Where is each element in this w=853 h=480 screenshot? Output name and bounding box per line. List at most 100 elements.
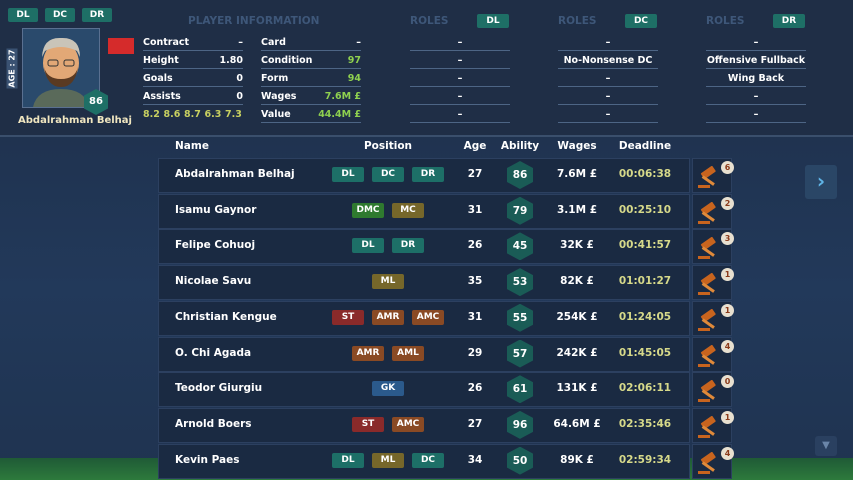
- player-name: Isamu Gaynor: [175, 203, 257, 216]
- role-underline: [410, 50, 510, 51]
- wages: 64.6M £: [553, 417, 601, 430]
- position-tag: DC: [372, 167, 404, 182]
- auction-row[interactable]: [158, 372, 690, 408]
- position-tag: DL: [332, 167, 364, 182]
- stat-label: Condition: [261, 55, 313, 66]
- bid-count: 4: [721, 339, 734, 353]
- age: 27: [467, 417, 483, 430]
- deadline: 00:41:57: [618, 239, 672, 252]
- role-name: –: [457, 73, 463, 84]
- auction-row[interactable]: [158, 407, 690, 443]
- wages: 254K £: [556, 310, 598, 323]
- role-underline: [706, 104, 806, 105]
- stat-label: Form: [261, 73, 289, 84]
- age: 31: [467, 310, 483, 323]
- roles-title: ROLES: [558, 15, 597, 27]
- player-name: Arnold Boers: [175, 417, 252, 430]
- auction-row[interactable]: [158, 336, 690, 372]
- age-label: AGE : 27: [6, 48, 18, 89]
- role-name: Offensive Fullback: [706, 55, 806, 66]
- attribute-value: 8.7: [184, 109, 201, 120]
- stat-underline: [261, 68, 361, 69]
- stat-label: Wages: [261, 91, 297, 102]
- deadline: 01:24:05: [618, 310, 672, 323]
- position-tag: AMR: [352, 345, 384, 361]
- position-tab[interactable]: DR: [82, 8, 112, 22]
- role-name: –: [605, 37, 611, 48]
- roles-position: DC: [625, 14, 657, 28]
- avatar-face: [33, 37, 89, 107]
- position-tag: AMC: [412, 309, 444, 325]
- bid-count: 1: [721, 268, 734, 282]
- stat-value: –: [238, 37, 243, 48]
- role-name: –: [753, 91, 759, 102]
- flag: [108, 38, 134, 54]
- role-underline: [558, 50, 658, 51]
- column-header: Wages: [557, 140, 597, 152]
- stat-underline: [261, 50, 361, 51]
- position-tag: AML: [392, 345, 424, 361]
- role-name: –: [605, 109, 611, 120]
- deadline: 02:35:46: [618, 417, 672, 430]
- position-tag: AMR: [372, 309, 404, 325]
- stat-label: Assists: [143, 91, 181, 102]
- auction-row[interactable]: [158, 265, 690, 301]
- age: 31: [467, 203, 483, 216]
- player-name: Abdalrahman Belhaj: [18, 115, 132, 126]
- roles-position: DL: [477, 14, 509, 28]
- position-tab[interactable]: DC: [45, 8, 75, 22]
- wages: 242K £: [556, 346, 598, 359]
- deadline: 02:06:11: [618, 382, 672, 395]
- wages: 32K £: [560, 239, 594, 252]
- stat-label: Goals: [143, 73, 173, 84]
- wages: 82K £: [560, 275, 594, 288]
- deadline: 01:45:05: [618, 346, 672, 359]
- stat-value: 97: [347, 55, 361, 66]
- roles-title: ROLES: [706, 15, 745, 27]
- avatar: [22, 28, 100, 108]
- deadline: 01:01:27: [618, 275, 672, 288]
- role-name: –: [753, 109, 759, 120]
- column-header: Age: [463, 140, 487, 152]
- column-header: Deadline: [618, 140, 672, 152]
- attribute-value: 6.3: [204, 109, 222, 120]
- roles-title: ROLES: [410, 15, 449, 27]
- next-button[interactable]: ›: [805, 165, 837, 199]
- role-underline: [410, 122, 510, 123]
- role-underline: [410, 68, 510, 69]
- position-tag: DL: [332, 452, 364, 468]
- scroll-down-button[interactable]: ▼: [815, 436, 837, 456]
- column-header: Name: [175, 140, 209, 152]
- position-tag: ML: [372, 274, 404, 290]
- role-name: –: [605, 91, 611, 102]
- section-title: PLAYER INFORMATION: [188, 15, 320, 27]
- stat-value: 0: [236, 91, 243, 102]
- position-tab[interactable]: DL: [8, 8, 38, 22]
- stat-underline: [261, 122, 361, 123]
- age: 35: [467, 275, 483, 288]
- auction-row[interactable]: [158, 229, 690, 265]
- stat-label: Card: [261, 37, 286, 48]
- position-tag: DR: [392, 238, 424, 254]
- role-name: –: [457, 91, 463, 102]
- role-name: –: [457, 109, 463, 120]
- bid-button[interactable]: [692, 229, 732, 265]
- age: 26: [467, 382, 483, 395]
- role-name: Wing Back: [727, 73, 785, 84]
- stat-label: Height: [143, 55, 179, 66]
- player-name: Nicolae Savu: [175, 275, 252, 288]
- wages: 89K £: [560, 453, 594, 466]
- auction-row[interactable]: [158, 193, 690, 229]
- stat-value: 1.80: [219, 55, 243, 66]
- role-name: –: [457, 37, 463, 48]
- stat-underline: [261, 104, 361, 105]
- wages: 7.6M £: [556, 168, 597, 180]
- bid-count: 3: [721, 232, 734, 246]
- position-tag: ST: [352, 416, 384, 432]
- bid-count: 2: [721, 196, 734, 210]
- role-name: –: [753, 37, 759, 48]
- player-name: O. Chi Agada: [175, 346, 252, 359]
- role-underline: [706, 122, 806, 123]
- stat-value: –: [356, 37, 361, 48]
- stat-value: 0: [236, 73, 243, 84]
